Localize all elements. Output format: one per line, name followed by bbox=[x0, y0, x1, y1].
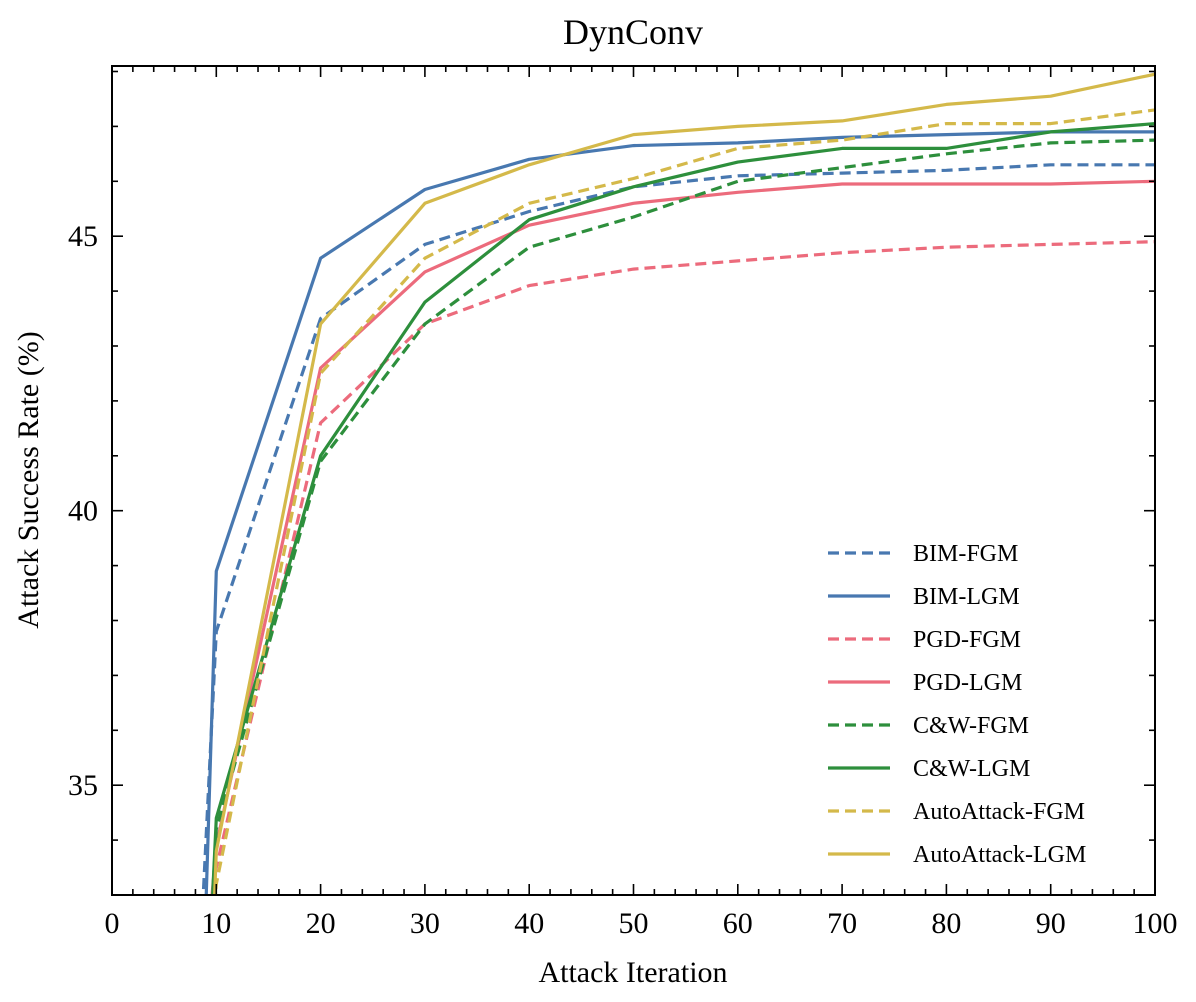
legend-label: PGD-FGM bbox=[913, 627, 1021, 653]
x-tick-label: 20 bbox=[306, 907, 336, 940]
x-tick-label: 100 bbox=[1133, 907, 1178, 940]
legend-label: PGD-LGM bbox=[913, 670, 1022, 696]
x-tick-label: 50 bbox=[619, 907, 649, 940]
series-layer bbox=[201, 72, 1155, 895]
x-tick-label: 40 bbox=[514, 907, 544, 940]
legend-label: BIM-FGM bbox=[913, 541, 1018, 567]
y-axis-label: Attack Success Rate (%) bbox=[12, 331, 45, 628]
legend: BIM-FGM BIM-LGM PGD-FGM PGD-LGM C&W-FGM C&W-L… bbox=[828, 541, 1086, 868]
x-tick-label: 0 bbox=[105, 907, 120, 940]
x-tick-label: 70 bbox=[827, 907, 857, 940]
x-axis-label: Attack Iteration bbox=[538, 956, 727, 989]
series-line-6 bbox=[213, 108, 1155, 895]
x-tick-label: 10 bbox=[201, 907, 231, 940]
chart-title: DynConv bbox=[563, 12, 703, 52]
plot-frame bbox=[111, 65, 1156, 896]
series-line-4 bbox=[211, 138, 1155, 895]
legend-label: C&W-LGM bbox=[913, 756, 1030, 782]
series-line-1 bbox=[204, 130, 1155, 895]
x-tick-label: 80 bbox=[931, 907, 961, 940]
series-line-3 bbox=[210, 179, 1155, 895]
x-tick-label: 30 bbox=[410, 907, 440, 940]
series-line-5 bbox=[211, 122, 1155, 895]
legend-label: AutoAttack-LGM bbox=[913, 842, 1086, 868]
y-tick-label: 35 bbox=[68, 769, 98, 802]
x-tick-label: 60 bbox=[723, 907, 753, 940]
x-tick-label: 90 bbox=[1036, 907, 1066, 940]
legend-label: AutoAttack-FGM bbox=[913, 799, 1085, 825]
y-tick-label: 45 bbox=[68, 220, 98, 253]
series-line-0 bbox=[201, 163, 1155, 895]
series-line-7 bbox=[213, 72, 1155, 895]
legend-label: BIM-LGM bbox=[913, 584, 1020, 610]
y-tick-label: 40 bbox=[68, 495, 98, 528]
legend-label: C&W-FGM bbox=[913, 713, 1029, 739]
